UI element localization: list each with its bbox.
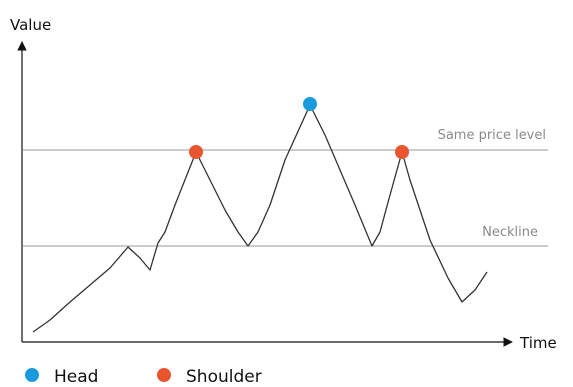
legend-label: Head [54,367,98,387]
y-axis-label: Value [10,16,51,34]
upper-level-label: Same price level [438,128,546,143]
legend-label: Shoulder [186,367,262,387]
right-shoulder-point [395,145,409,159]
x-axis-label: Time [519,334,557,352]
left-shoulder-point [189,145,203,159]
legend-swatch [25,368,39,382]
price-line [32,104,488,333]
neckline-label: Neckline [482,225,538,240]
legend-swatch [157,368,171,382]
head-point [303,97,317,111]
